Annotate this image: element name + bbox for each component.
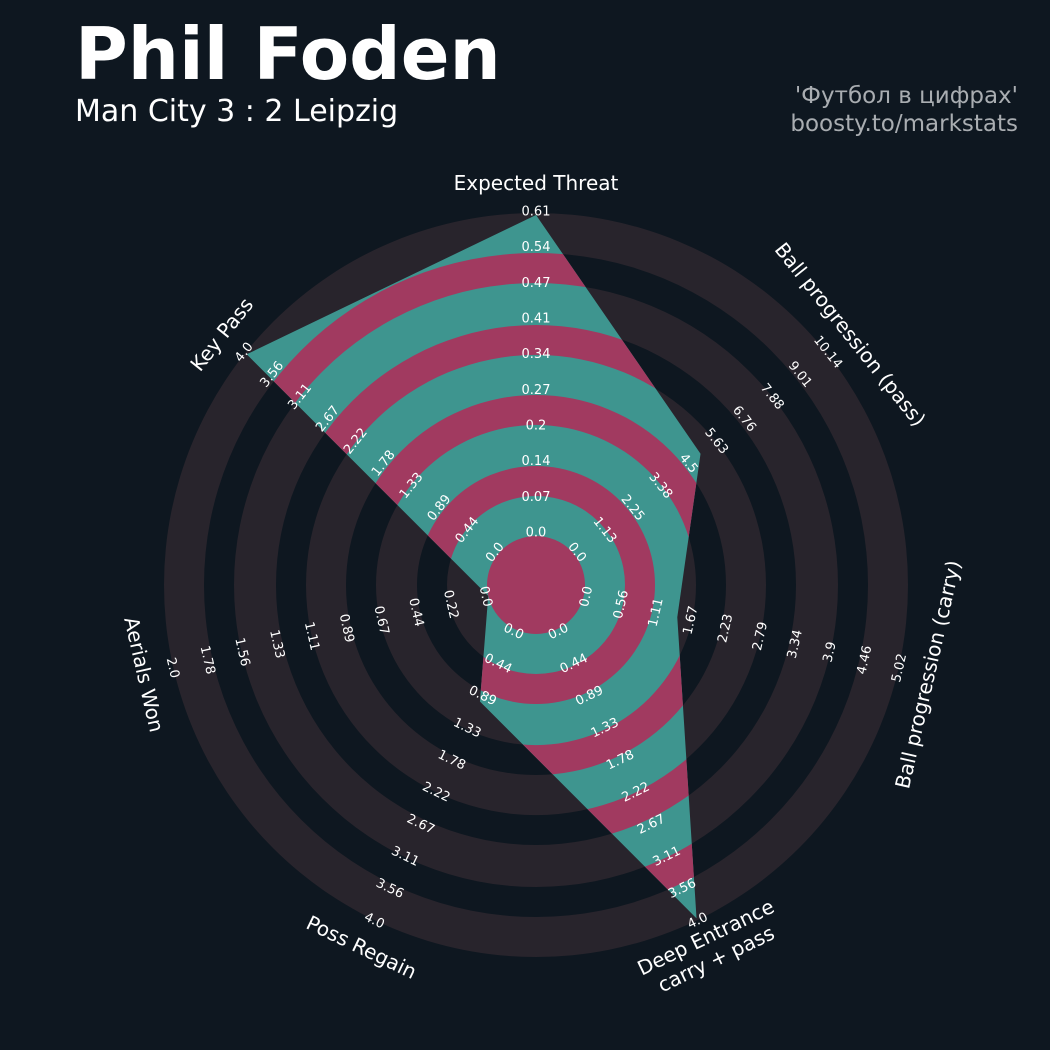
param-label: Expected Threat [454,171,619,195]
tick-label: 0.54 [522,240,551,255]
tick-label: 0.0 [476,585,495,609]
tick-label: 2.23 [715,613,736,645]
param-label-line: Aerials Won [119,614,169,734]
credit-link: boosty.to/markstats [790,111,1018,137]
tick-label: 1.11 [646,597,667,629]
tick-label: 0.89 [336,613,357,645]
tick-label: 0.0 [577,585,596,609]
tick-label: 0.41 [522,312,551,327]
value-center-circle [487,536,585,634]
tick-label: 4.46 [854,644,875,676]
tick-label: 1.78 [197,644,218,676]
tick-label: 0.27 [522,383,551,398]
param-label-line: Expected Threat [454,171,619,195]
tick-label: 1.33 [266,628,287,660]
tick-label: 2.0 [163,656,182,680]
tick-label: 3.34 [785,628,806,660]
tick-label: 0.07 [522,490,551,505]
tick-label: 1.56 [231,636,252,668]
tick-label: 1.11 [301,620,322,652]
tick-label: 2.79 [750,620,771,652]
tick-label: 0.44 [405,597,426,629]
match-subtitle: Man City 3 : 2 Leipzig [75,94,399,129]
tick-label: 0.56 [611,589,632,621]
tick-label: 0.2 [526,419,547,434]
tick-label: 0.14 [522,454,551,469]
tick-label: 5.02 [889,652,910,684]
credit-channel: 'Футбол в цифрах' [794,83,1018,109]
tick-label: 0.61 [522,205,551,220]
tick-label: 0.34 [522,347,551,362]
tick-label: 0.22 [440,589,461,621]
param-label: Aerials Won [119,614,169,734]
tick-label: 0.67 [370,605,391,637]
tick-label: 0.0 [526,526,547,541]
player-name-title: Phil Foden [75,12,501,96]
tick-label: 1.67 [680,605,701,637]
tick-label: 3.9 [820,640,839,664]
tick-label: 0.47 [522,276,551,291]
